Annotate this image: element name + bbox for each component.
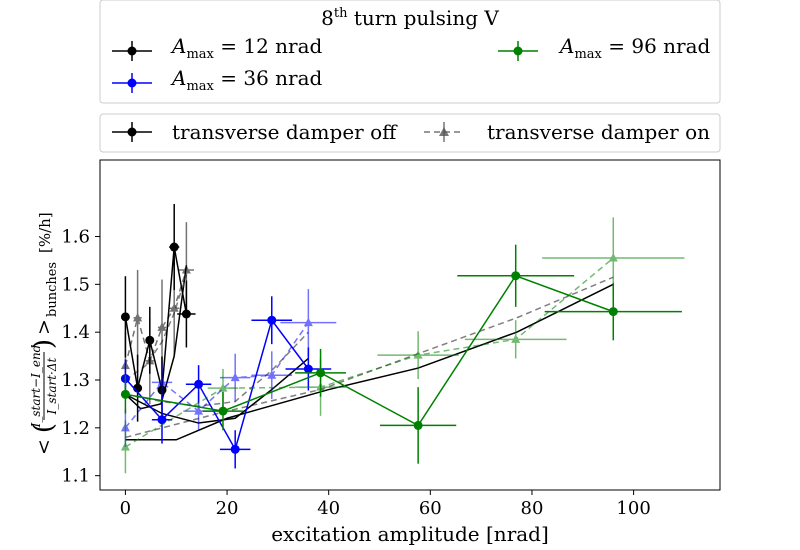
series-line — [125, 257, 614, 448]
series-line — [125, 357, 309, 424]
data-point — [169, 242, 179, 252]
legend-top-title: 8th turn pulsing V — [321, 6, 499, 30]
legend-bottom: transverse damper off transverse damper … — [99, 113, 721, 153]
legend-entry-damper-on-marker — [439, 127, 449, 136]
series-line — [124, 318, 309, 452]
legend-entry-36nrad: Amax = 36 nrad — [112, 66, 323, 94]
data-point — [303, 317, 313, 327]
data-point — [267, 315, 277, 325]
series-line — [124, 322, 309, 429]
data-point — [194, 379, 204, 389]
y-tick-label: 1.2 — [61, 418, 90, 439]
data-point — [157, 322, 167, 331]
legend-entry-96nrad: Amax = 96 nrad — [498, 34, 711, 62]
data-point — [511, 334, 521, 343]
data-point — [413, 420, 423, 430]
plot-marks — [120, 204, 685, 474]
series-fit-12-off — [124, 265, 188, 410]
data-point — [303, 364, 313, 374]
legend-entry-36nrad-marker — [127, 78, 137, 88]
y-axis-label-numerator: I_start−I_end — [29, 344, 43, 428]
legend-entry-36nrad-label: Amax = 36 nrad — [170, 66, 323, 94]
x-tick-label: 20 — [216, 498, 239, 519]
data-point — [145, 355, 155, 365]
y-axis-label-lt: < — [33, 439, 55, 455]
y-axis-label-paren-close: ) — [29, 339, 59, 349]
data-point — [169, 303, 179, 312]
series-line — [124, 265, 188, 410]
y-axis-label-unit: [%/h] — [36, 212, 54, 253]
x-tick-label: 80 — [521, 498, 544, 519]
data-point — [120, 441, 130, 451]
y-tick-label: 1.5 — [61, 274, 90, 295]
x-tick-label: 0 — [120, 498, 131, 519]
y-tick-label: 1.6 — [61, 227, 90, 248]
legend-entry-12nrad: Amax = 12 nrad — [112, 34, 323, 62]
series-fit-off — [125, 283, 614, 441]
x-tick-label: 100 — [616, 498, 650, 519]
legend-entry-96nrad-label: Amax = 96 nrad — [558, 34, 711, 62]
legend-top: 8th turn pulsing V Amax = 12 nrad Amax =… — [99, 0, 721, 104]
series-36nrad-off — [120, 296, 332, 469]
y-tick-label: 1.3 — [61, 370, 90, 391]
y-axis-label-paren-open: ( — [29, 423, 59, 433]
y-axis-label-subscript: bunches — [45, 262, 60, 317]
y-axis-label: < ( I_start−I_end I_start·Δt ) > bunches… — [29, 212, 60, 455]
plot-area — [99, 159, 721, 491]
series-line — [124, 269, 188, 366]
data-point — [316, 382, 326, 391]
data-point — [133, 312, 143, 322]
data-point — [120, 389, 130, 399]
legend-entry-damper-off-label: transverse damper off — [172, 120, 398, 144]
legend-bottom-frame — [99, 113, 721, 153]
legend-entry-damper-on-label: transverse damper on — [487, 120, 710, 144]
data-point — [608, 307, 618, 317]
x-axis-label: excitation amplitude [nrad] — [271, 522, 549, 546]
data-point — [218, 383, 228, 392]
legend-entry-12nrad-label: Amax = 12 nrad — [170, 34, 323, 62]
legend-entry-damper-off: transverse damper off — [112, 120, 398, 144]
legend-entry-96nrad-marker — [513, 46, 523, 56]
y-axis-label-denominator: I_start·Δt — [45, 357, 59, 415]
series-96nrad-on — [120, 217, 685, 474]
legend-top-frame — [99, 0, 721, 104]
series-line — [124, 246, 188, 391]
legend-entry-12nrad-marker — [127, 46, 137, 56]
axis-ticks: 0 20 40 60 80 100 1.1 1.2 1.3 1.4 1.5 1.6 — [61, 227, 650, 519]
legend-entry-damper-off-marker — [127, 127, 137, 137]
series-96nrad-off — [120, 244, 682, 464]
data-point — [267, 370, 277, 379]
y-tick-label: 1.4 — [61, 322, 90, 343]
series-fit-36-off — [125, 357, 309, 424]
legend-entry-damper-on: transverse damper on — [424, 120, 710, 144]
x-tick-label: 60 — [419, 498, 442, 519]
y-axis-label-gt: > — [33, 319, 55, 335]
series-line — [125, 283, 614, 441]
data-point — [230, 372, 240, 382]
data-point — [120, 312, 130, 322]
data-point — [181, 265, 191, 274]
data-point — [157, 377, 167, 386]
data-point — [218, 406, 228, 416]
x-tick-label: 40 — [317, 498, 340, 519]
data-point — [413, 350, 423, 359]
y-tick-label: 1.1 — [61, 466, 90, 487]
series-line — [125, 274, 614, 427]
data-point — [230, 444, 240, 454]
data-point — [194, 406, 204, 415]
data-point — [608, 253, 618, 262]
data-point — [511, 271, 521, 281]
data-point — [157, 415, 167, 425]
